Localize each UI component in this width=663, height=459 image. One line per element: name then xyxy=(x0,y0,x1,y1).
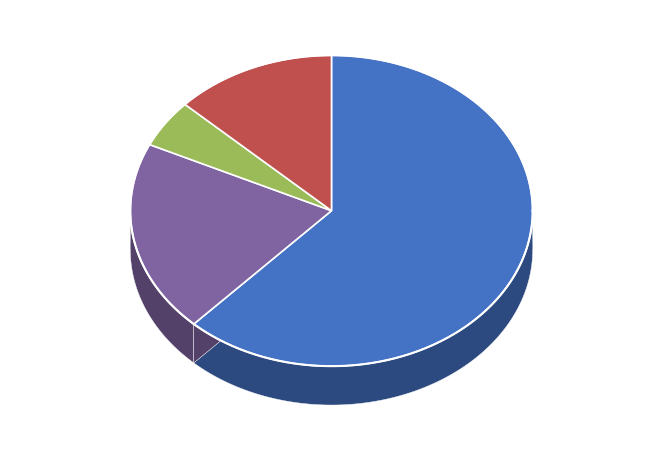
Polygon shape xyxy=(185,56,332,211)
Polygon shape xyxy=(194,56,532,366)
Polygon shape xyxy=(194,211,332,363)
Polygon shape xyxy=(194,211,332,363)
Polygon shape xyxy=(131,212,194,363)
Polygon shape xyxy=(131,145,332,325)
Polygon shape xyxy=(194,213,532,405)
Ellipse shape xyxy=(131,95,532,405)
Polygon shape xyxy=(149,105,332,211)
